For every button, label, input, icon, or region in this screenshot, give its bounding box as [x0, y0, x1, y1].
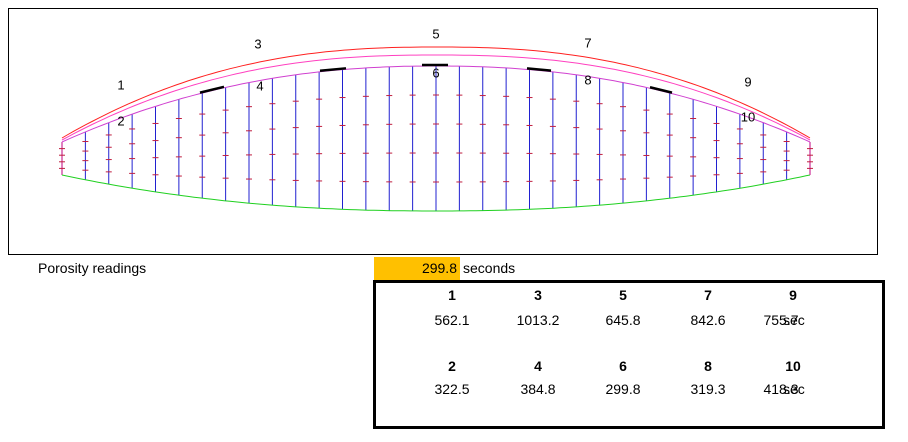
point-header: 9 — [789, 287, 797, 303]
reading-value: 322.5 — [434, 381, 470, 397]
point-label: 9 — [744, 74, 751, 89]
point-header: 4 — [534, 358, 542, 374]
leading-edge — [61, 46, 811, 139]
point-label: 2 — [117, 113, 124, 128]
test-segment — [649, 86, 673, 94]
diagram-frame — [8, 8, 878, 255]
point-label: 4 — [256, 78, 263, 93]
reading-value: 299.8 — [605, 381, 641, 397]
test-segment — [199, 85, 225, 94]
point-header: 7 — [704, 287, 712, 303]
reading-value: 842.6 — [690, 312, 726, 328]
point-label: 6 — [432, 65, 439, 80]
readings-table: 1 3 5 7 9 562.1 1013.2 645.8 842.6 755.7 sec 2 4 6 8 10… — [373, 280, 885, 429]
point-header: 8 — [704, 358, 712, 374]
reading-value: 319.3 — [690, 381, 726, 397]
point-label: 1 — [117, 77, 124, 92]
reading-unit: sec — [783, 381, 805, 397]
point-header: 6 — [619, 358, 627, 374]
reading-value: 755.7 — [763, 312, 799, 328]
min-highlight — [374, 257, 460, 280]
min-unit: seconds — [463, 260, 516, 276]
point-header: 3 — [534, 287, 542, 303]
point-label: 10 — [741, 109, 755, 124]
reading-value: 562.1 — [434, 312, 470, 328]
min-value: 299.8 — [421, 260, 457, 276]
porosity-label: Porosity readings — [38, 260, 147, 276]
reading-value: 1013.2 — [516, 312, 560, 328]
test-segment — [526, 67, 552, 72]
canopy-diagram: 1 2 3 4 5 6 7 8 9 10 — [59, 26, 813, 212]
upper-surface — [61, 54, 811, 141]
reading-unit: sec — [783, 312, 805, 328]
bottom-line — [61, 174, 811, 212]
point-label: 3 — [254, 36, 261, 51]
reading-value: 384.8 — [520, 381, 556, 397]
reading-value: 418.3 — [763, 381, 799, 397]
point-label: 5 — [432, 26, 439, 41]
point-header: 1 — [448, 287, 456, 303]
reading-value: 645.8 — [605, 312, 641, 328]
test-segment — [319, 67, 347, 73]
point-header: 10 — [785, 358, 801, 374]
point-header: 5 — [619, 287, 627, 303]
point-label: 7 — [584, 35, 591, 50]
point-label: 8 — [584, 72, 591, 87]
point-header: 2 — [448, 358, 456, 374]
